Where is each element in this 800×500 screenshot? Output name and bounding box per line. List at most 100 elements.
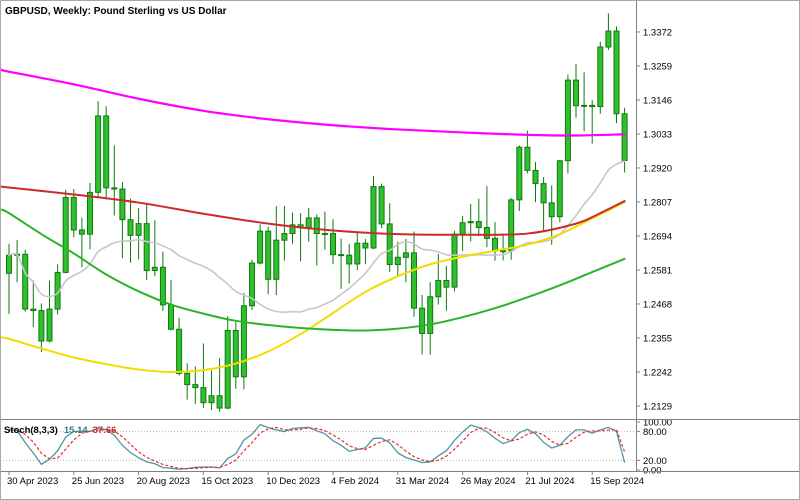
candle (435, 280, 442, 298)
candle (564, 79, 571, 162)
date-tick-label: 30 Apr 2023 (7, 476, 58, 487)
candle (257, 230, 264, 264)
candle (184, 372, 191, 386)
candle (313, 217, 320, 235)
candle (516, 146, 523, 201)
price-tick-label: 1.2694 (643, 231, 672, 242)
date-tick-label: 25 Jun 2023 (72, 476, 124, 487)
candle (605, 30, 612, 48)
candle (151, 266, 158, 272)
candle (378, 186, 385, 225)
candle (240, 305, 247, 378)
date-tick-label: 15 Oct 2023 (201, 476, 253, 487)
candle (159, 266, 166, 306)
candle (176, 328, 183, 374)
candle (62, 196, 69, 273)
stoch-main (8, 423, 626, 470)
price-tick-label: 1.2242 (643, 367, 672, 378)
candle (111, 187, 118, 190)
candle (508, 199, 515, 252)
ma-green-line (0, 208, 626, 332)
price-tick-label: 1.2355 (643, 333, 672, 344)
candle (419, 307, 426, 334)
candle (321, 233, 328, 236)
candle (200, 387, 207, 404)
stoch-panel[interactable] (0, 420, 636, 471)
candle (22, 253, 29, 310)
candle (427, 296, 434, 334)
candle (168, 304, 174, 330)
date-tick-label: 21 Jul 2024 (525, 476, 574, 487)
ma-red-line (0, 185, 626, 236)
price-tick-label: 1.2581 (643, 265, 672, 276)
candle (208, 395, 215, 404)
price-tick-label: 1.2920 (643, 163, 672, 174)
candle (370, 186, 377, 249)
price-tick-label: 1.3033 (643, 129, 672, 140)
candle (127, 219, 134, 236)
candle (589, 104, 596, 108)
ma-yellow (0, 201, 626, 373)
candle (475, 221, 482, 229)
candle (87, 191, 93, 235)
candle (573, 79, 579, 107)
candle (232, 329, 239, 378)
date-tick-label: 31 Mar 2024 (396, 476, 449, 487)
candle (524, 146, 531, 171)
candle (443, 280, 450, 288)
stoch-signal (8, 426, 626, 470)
price-tick-label: 1.2468 (643, 299, 672, 310)
candle (216, 395, 223, 409)
date-tick-label: 10 Dec 2023 (266, 476, 320, 487)
candle (70, 196, 77, 231)
candle (338, 254, 345, 257)
candle (411, 252, 417, 309)
stoch-main-line (8, 423, 626, 470)
price-tick-label: 1.2807 (643, 197, 672, 208)
candle (386, 223, 393, 266)
candle (500, 250, 507, 253)
candle (119, 188, 126, 221)
ma-red (0, 185, 626, 236)
ma-magenta (0, 68, 626, 137)
candle (492, 237, 498, 252)
candle (483, 227, 490, 239)
candle (135, 223, 142, 236)
candle (249, 262, 255, 307)
time-axis[interactable]: 30 Apr 2023 25 Jun 2023 20 Aug 2023 15 Oct … (7, 471, 644, 488)
price-tick-label: 1.3372 (643, 27, 672, 38)
candle (224, 329, 231, 409)
candle (581, 104, 588, 107)
candle (394, 256, 401, 266)
candle (330, 233, 336, 256)
price-axis[interactable]: 1.3372 1.3259 1.3146 1.3033 1.2920 1.2807 1.26… (636, 27, 672, 412)
ma-magenta-line (0, 68, 626, 137)
candle (402, 252, 409, 258)
candle (613, 30, 620, 115)
candle (38, 310, 45, 342)
price-chart-panel[interactable] (0, 0, 636, 419)
candles-layer (6, 13, 628, 412)
candle (265, 230, 272, 280)
candle (78, 229, 85, 235)
stoch-signal-value: 37.66 (93, 425, 117, 436)
candle (143, 223, 150, 272)
candle (281, 233, 288, 241)
candle (597, 46, 604, 108)
stoch-level-label: 20.00 (643, 456, 667, 467)
date-tick-label: 4 Feb 2024 (331, 476, 379, 487)
chart-title: GBPUSD, Weekly: Pound Sterling vs US Dol… (5, 6, 227, 17)
stoch-level-label: 80.00 (643, 427, 667, 438)
candle (548, 202, 555, 218)
candle (95, 115, 102, 193)
ma-green (0, 208, 626, 332)
price-tick-label: 1.2129 (643, 401, 672, 412)
candle (459, 222, 466, 235)
date-tick-label: 15 Sep 2024 (590, 476, 644, 487)
candle (467, 221, 474, 224)
candle (346, 254, 353, 265)
candle (621, 113, 628, 161)
candle (451, 233, 458, 288)
